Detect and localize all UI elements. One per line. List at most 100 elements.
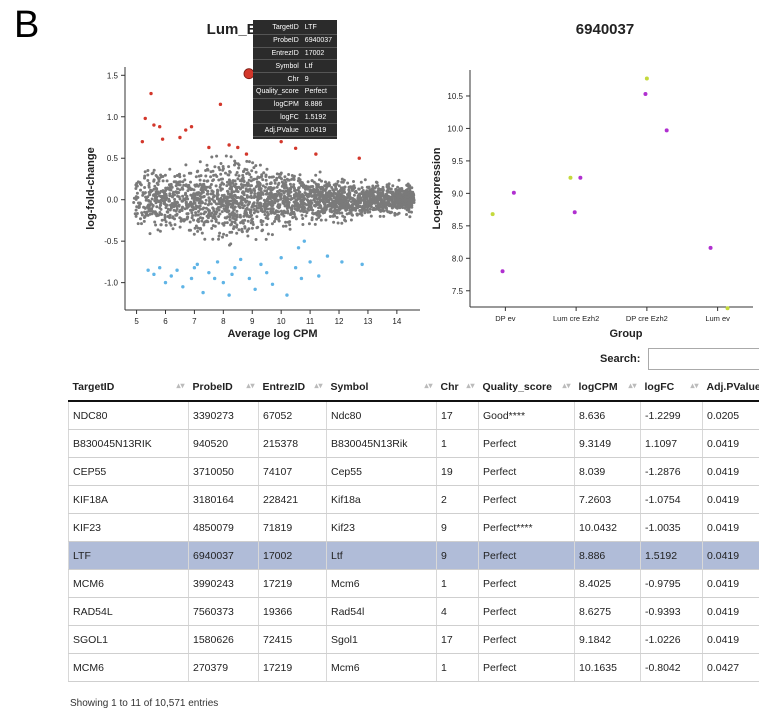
ns-point [286, 191, 290, 194]
sort-icon[interactable]: ▴▾ [176, 381, 185, 390]
down-point [279, 256, 283, 260]
table-row[interactable]: RAD54L 7560373 19366 Rad54l 4 Perfect 8.6275 -0… [68, 597, 759, 626]
table-row[interactable]: MCM6 3990243 17219 Mcm6 1 Perfect 8.4025 -0.979… [68, 569, 759, 598]
ns-point [287, 173, 291, 176]
ns-point [265, 191, 269, 195]
ns-point [401, 190, 405, 193]
ns-point [407, 203, 411, 207]
ns-point [411, 199, 415, 202]
table-row[interactable]: LTF 6940037 17002 Ltf 9 Perfect 8.886 1.5192 0.0… [68, 541, 759, 570]
expression-strip-plot[interactable]: 6940037 7.5 8.0 8.5 9.0 9.5 10.0 10.5 DP ev Lum c… [428, 12, 759, 342]
ns-point [268, 191, 272, 195]
sort-icon[interactable]: ▴▾ [424, 381, 433, 390]
ns-point [161, 175, 165, 178]
column-header-chr[interactable]: Chr ▴▾ [436, 373, 479, 402]
column-header-quality-score[interactable]: Quality_score ▴▾ [478, 373, 575, 402]
table-row[interactable]: KIF23 4850079 71819 Kif23 9 Perfect**** 10.043… [68, 513, 759, 542]
sort-icon[interactable]: ▴▾ [562, 381, 571, 390]
ns-point [317, 216, 321, 219]
ns-point [290, 208, 294, 212]
table-row[interactable]: B830045N13RIK 940520 215378 B830045N13Rik 1 P… [68, 429, 759, 458]
ns-point [178, 183, 182, 187]
ns-point [205, 163, 209, 167]
ns-point [155, 212, 159, 216]
ns-point [251, 223, 255, 226]
ns-point [376, 191, 380, 195]
table-row[interactable]: MCM6 270379 17219 Mcm6 1 Perfect 10.1635 -0.804… [68, 653, 759, 682]
ns-point [240, 179, 244, 183]
ns-point [167, 199, 171, 203]
ns-point [208, 186, 212, 190]
ns-point [360, 186, 364, 190]
ns-point [144, 195, 148, 199]
ns-point [219, 205, 222, 209]
ns-point [390, 199, 394, 203]
ns-point [246, 219, 250, 223]
ns-point [241, 190, 245, 194]
ns-point [250, 190, 254, 194]
ns-point [181, 194, 185, 198]
ns-point [235, 171, 239, 174]
sort-icon[interactable]: ▴▾ [466, 381, 475, 390]
ns-point [199, 188, 203, 192]
column-header-adj-pvalue[interactable]: Adj.PValue▲ [702, 373, 759, 402]
ns-point [256, 196, 260, 200]
ns-point [260, 223, 264, 227]
y-tick-label: 8.0 [452, 254, 464, 263]
ns-point [136, 222, 140, 226]
column-header-entrezid[interactable]: EntrezID ▴▾ [258, 373, 327, 402]
table-row[interactable]: KIF18A 3180164 228421 Kif18a 2 Perfect 7.2603-… [68, 485, 759, 514]
sort-icon[interactable]: ▴▾ [246, 381, 255, 390]
down-point [146, 268, 150, 272]
ns-point [327, 194, 331, 197]
sort-icon[interactable]: ▴▾ [314, 381, 323, 390]
ns-point [346, 181, 350, 185]
ns-point [241, 206, 245, 210]
ns-point [178, 188, 182, 192]
ns-point [172, 190, 175, 194]
ns-point [207, 202, 211, 206]
ns-point [221, 235, 224, 239]
ns-point [192, 199, 196, 203]
ns-point [178, 172, 181, 176]
sort-icon[interactable]: ▴▾ [690, 381, 699, 390]
search-input[interactable] [648, 348, 759, 370]
ns-point [203, 210, 207, 214]
ns-point [222, 232, 226, 236]
ns-point [310, 216, 314, 220]
down-point [360, 262, 364, 267]
column-header-logfc[interactable]: logFC ▴▾ [640, 373, 703, 402]
ns-point [299, 195, 303, 199]
column-header-logcpm[interactable]: logCPM ▴▾ [574, 373, 641, 402]
ns-point [322, 196, 326, 200]
column-header-label: Adj.PValue [706, 380, 759, 393]
sort-icon[interactable]: ▴▾ [628, 381, 637, 390]
ns-point [213, 194, 216, 198]
ns-point [143, 206, 147, 210]
table-row[interactable]: NDC80 3390273 67052 Ndc80 17 Good**** 8.636 -1.… [68, 401, 759, 430]
ns-point [214, 220, 218, 223]
table-cell: 3180164 [188, 485, 259, 514]
ns-point [277, 172, 281, 176]
ns-point [169, 203, 172, 207]
ns-point [180, 209, 184, 212]
ns-point [252, 204, 256, 208]
table-row[interactable]: CEP55 3710050 74107 Cep55 19 Perfect 8.039 -1.2… [68, 457, 759, 486]
down-point [308, 260, 312, 264]
ns-point [158, 191, 162, 195]
ns-point [132, 201, 136, 204]
table-row[interactable]: SGOL1 1580626 72415 Sgol1 17 Perfect 9.1842 -1.… [68, 625, 759, 654]
ns-point [261, 184, 265, 188]
column-header-probeid[interactable]: ProbeID ▴▾ [188, 373, 259, 402]
ns-point [284, 197, 288, 201]
column-header-targetid[interactable]: TargetID ▴▾ [68, 373, 189, 402]
ns-point [385, 195, 389, 199]
down-point [296, 246, 301, 250]
table-cell: LTF [68, 541, 189, 570]
ns-point [300, 208, 304, 212]
ns-point [361, 208, 365, 212]
ns-point [229, 185, 233, 189]
column-header-symbol[interactable]: Symbol ▴▾ [326, 373, 437, 402]
ns-point [229, 242, 233, 246]
